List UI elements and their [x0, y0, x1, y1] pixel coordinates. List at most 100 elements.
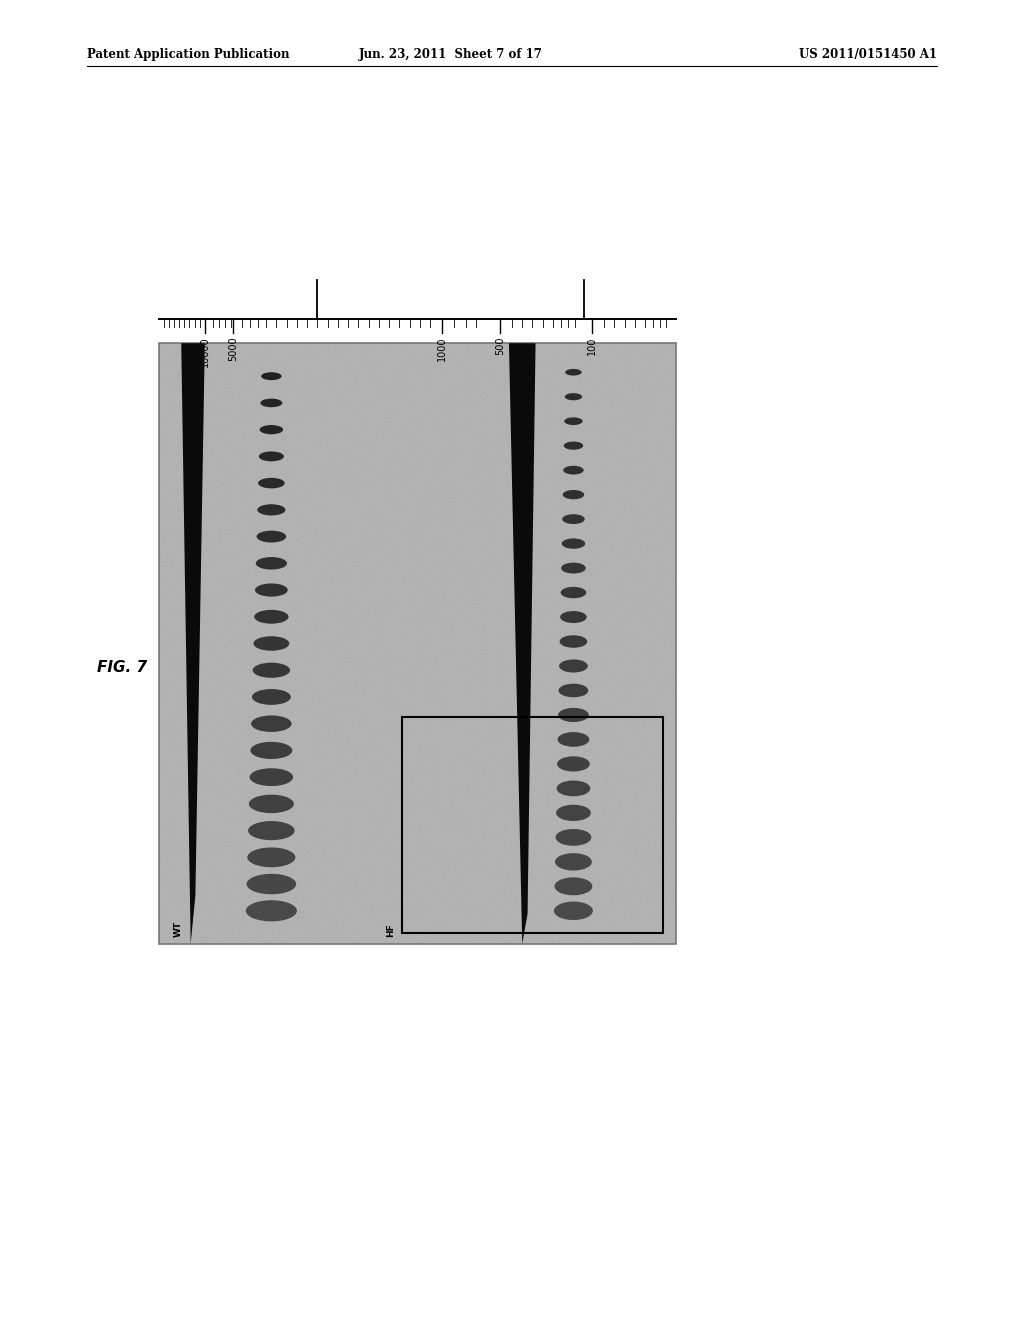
Point [523, 718, 540, 739]
Point [545, 473, 561, 494]
Point [273, 702, 290, 723]
Point [668, 605, 684, 626]
Point [204, 764, 220, 785]
Point [296, 784, 312, 805]
Point [368, 606, 384, 627]
Point [487, 857, 504, 878]
Point [450, 413, 466, 434]
Point [377, 853, 393, 874]
Point [443, 532, 460, 553]
Point [431, 370, 447, 391]
Point [649, 335, 666, 356]
Point [651, 808, 668, 829]
Point [194, 875, 210, 896]
Point [485, 887, 502, 908]
Point [306, 788, 323, 809]
Point [306, 375, 323, 396]
Point [431, 450, 447, 471]
Point [177, 392, 194, 413]
Point [178, 479, 195, 500]
Point [409, 886, 425, 907]
Point [603, 599, 620, 620]
Point [209, 360, 225, 381]
Point [493, 474, 509, 495]
Point [236, 540, 252, 561]
Point [358, 438, 375, 459]
Point [562, 370, 579, 391]
Point [600, 417, 616, 438]
Point [505, 355, 521, 376]
Point [302, 449, 318, 470]
Point [228, 789, 245, 810]
Point [431, 359, 447, 380]
Point [272, 517, 289, 539]
Point [241, 587, 257, 609]
Point [531, 688, 548, 709]
Point [251, 689, 267, 710]
Point [273, 491, 290, 512]
Point [391, 817, 408, 838]
Point [252, 731, 268, 752]
Point [224, 383, 241, 404]
Point [344, 503, 360, 524]
Point [426, 619, 442, 640]
Point [311, 869, 328, 890]
Point [151, 886, 167, 907]
Point [205, 560, 221, 581]
Point [641, 858, 657, 879]
Point [173, 334, 189, 355]
Point [167, 511, 183, 532]
Point [541, 407, 557, 428]
Point [472, 408, 488, 429]
Point [464, 788, 480, 809]
Point [158, 671, 174, 692]
Point [426, 465, 442, 486]
Point [224, 348, 241, 370]
Point [157, 345, 173, 366]
Point [412, 378, 428, 399]
Point [622, 371, 638, 392]
Point [261, 647, 278, 668]
Point [225, 879, 242, 900]
Point [340, 411, 356, 432]
Point [265, 672, 282, 693]
Point [391, 898, 408, 919]
Point [663, 817, 679, 838]
Point [455, 619, 471, 640]
Point [203, 837, 219, 858]
Point [216, 475, 232, 496]
Point [379, 574, 395, 595]
Point [513, 690, 529, 711]
Point [247, 894, 263, 915]
Point [187, 788, 204, 809]
Point [179, 616, 196, 638]
Point [264, 496, 281, 517]
Point [527, 527, 544, 548]
Point [293, 915, 309, 936]
Point [431, 797, 447, 818]
Point [496, 892, 512, 913]
Point [617, 437, 634, 458]
Point [335, 524, 351, 545]
Point [442, 421, 459, 442]
Point [296, 405, 312, 426]
Point [662, 445, 678, 466]
Point [189, 573, 206, 594]
Point [184, 829, 201, 850]
Point [165, 775, 181, 796]
Point [198, 585, 214, 606]
Point [468, 469, 484, 490]
Point [168, 660, 184, 681]
Point [606, 677, 623, 698]
Point [162, 498, 178, 519]
Point [557, 731, 573, 752]
Point [612, 434, 629, 455]
Point [579, 543, 595, 564]
Point [371, 378, 387, 399]
Point [625, 663, 641, 684]
Point [310, 458, 327, 479]
Point [340, 333, 356, 354]
Point [287, 653, 303, 675]
Point [385, 383, 401, 404]
Point [429, 759, 445, 780]
